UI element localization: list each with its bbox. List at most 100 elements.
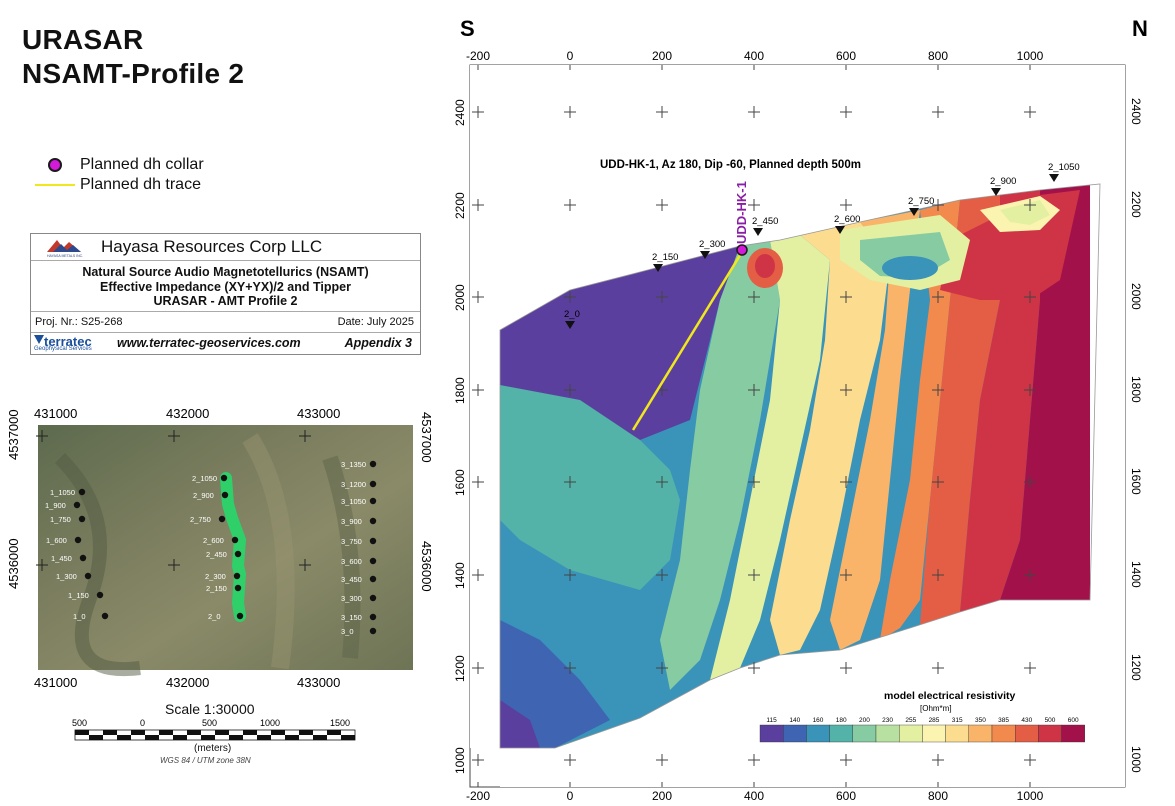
colorbar-swatch xyxy=(1038,724,1062,743)
hole-collar-dot-icon xyxy=(736,244,748,256)
location-map: 431000 432000 433000 431000 432000 433000 45… xyxy=(6,406,434,690)
section-grid-cross xyxy=(1024,476,1036,488)
section-grid-cross xyxy=(472,106,484,118)
map-station: 2_450 xyxy=(206,550,242,559)
title-block: HAYASA METALS INC. Hayasa Resources Corp… xyxy=(30,233,421,355)
colorbar-value: 500 xyxy=(1045,717,1056,724)
legend-item-collar: Planned dh collar xyxy=(30,156,204,174)
section-x-tick-top: 200 xyxy=(652,49,672,63)
section-grid-cross xyxy=(748,384,760,396)
map-station: 1_900 xyxy=(45,501,81,510)
map-station-label: 3_1050 xyxy=(341,497,366,506)
colorbar-value: 315 xyxy=(952,717,963,724)
section-grid-cross xyxy=(472,569,484,581)
section-station: 2_900 xyxy=(990,176,1016,196)
map-station-label: 2_300 xyxy=(205,572,226,581)
scale-block xyxy=(341,735,355,740)
scale-tick-labels: 500 0 500 1000 1500 xyxy=(72,718,350,728)
section-grid-cross xyxy=(840,754,852,766)
section-grid-cross xyxy=(564,754,576,766)
hole-label: UDD-HK-1 xyxy=(734,181,749,244)
legend-label-collar: Planned dh collar xyxy=(80,156,204,173)
legend-label-trace: Planned dh trace xyxy=(80,176,201,193)
section-grid-cross xyxy=(748,662,760,674)
scale-units: (meters) xyxy=(194,743,232,754)
map-station: 1_300 xyxy=(56,572,92,581)
scale-block xyxy=(117,735,131,740)
map-station: 1_600 xyxy=(46,536,82,545)
section-y-tick-right: 2200 xyxy=(1129,191,1143,218)
section-grid-cross xyxy=(656,476,668,488)
colorbar-value: 430 xyxy=(1021,717,1032,724)
map-x-tick-bottom: 432000 xyxy=(166,675,209,690)
section-grid-cross xyxy=(472,384,484,396)
map-station-label: 3_1350 xyxy=(341,460,366,469)
terratec-logo-icon xyxy=(34,335,44,344)
colorbar xyxy=(759,724,1085,743)
map-station: 1_150 xyxy=(68,591,104,600)
section-grid-cross xyxy=(1024,291,1036,303)
section-grid-cross xyxy=(932,476,944,488)
scale-frame xyxy=(74,729,356,741)
colorbar-value: 180 xyxy=(836,717,847,724)
scale-block xyxy=(271,730,285,735)
section-y-tick-left: 2000 xyxy=(453,284,467,311)
colorbar-labels: 115 140 160 180 200 230 255 285 315 350 385 430 500 6… xyxy=(766,717,1079,724)
section-x-tick-bottom: 800 xyxy=(928,789,948,803)
map-station-label: 3_300 xyxy=(341,594,362,603)
section-grid-cross xyxy=(932,291,944,303)
footer-row: terratec Geophysical Services www.terrat… xyxy=(31,333,420,354)
section-y-tick-left: 1000 xyxy=(453,747,467,774)
north-label: N xyxy=(1132,16,1148,41)
terratec-name: terratec xyxy=(44,334,92,349)
colorbar-swatch xyxy=(899,724,923,743)
section-grid-cross xyxy=(564,199,576,211)
section-y-tick-right: 1200 xyxy=(1129,654,1143,681)
scale-block xyxy=(327,730,341,735)
scale-block xyxy=(173,735,187,740)
map-grid-cross xyxy=(168,430,180,442)
map-station-label: 2_450 xyxy=(206,550,227,559)
map-x-tick-top: 432000 xyxy=(166,406,209,421)
section-station-label: 2_300 xyxy=(699,239,725,250)
section-x-tick-top: 800 xyxy=(928,49,948,63)
map-station-label: 3_150 xyxy=(341,613,362,622)
map-station: 2_300 xyxy=(205,572,241,581)
scale-block xyxy=(313,735,327,740)
project-row: Proj. Nr.: S25-268 Date: July 2025 xyxy=(31,313,420,333)
section-x-ticks-top: -200 0 200 400 600 800 1000 xyxy=(466,49,1044,70)
section-grid-cross xyxy=(564,106,576,118)
section-grid-cross xyxy=(1024,199,1036,211)
map-station: 3_0 xyxy=(341,627,377,636)
colorbar-value: 285 xyxy=(929,717,940,724)
section-grid-cross xyxy=(932,199,944,211)
section-x-tick-bottom: 600 xyxy=(836,789,856,803)
section-station-label: 2_900 xyxy=(990,176,1016,187)
map-station-label: 3_600 xyxy=(341,557,362,566)
section-grid-cross xyxy=(840,662,852,674)
map-station-label: 1_1050 xyxy=(50,488,75,497)
colorbar-swatch xyxy=(783,724,807,743)
section-grid-cross xyxy=(656,199,668,211)
section-grid-cross xyxy=(1024,106,1036,118)
scale-tick-label: 500 xyxy=(202,718,217,728)
section-grid-cross xyxy=(656,569,668,581)
section-grid-cross xyxy=(932,662,944,674)
section-grid-cross xyxy=(472,476,484,488)
colorbar-value: 200 xyxy=(859,717,870,724)
section-x-tick-bottom: -200 xyxy=(466,789,490,803)
section-station: 2_600 xyxy=(834,214,860,234)
scale-tick-label: 1000 xyxy=(260,718,280,728)
section-grid-cross xyxy=(748,291,760,303)
page-title-line2: NSAMT-Profile 2 xyxy=(22,58,245,89)
south-label: S xyxy=(460,16,475,41)
map-station: 3_1200 xyxy=(341,480,377,489)
scale-tick-label: 1500 xyxy=(330,718,350,728)
section-y-tick-right: 2400 xyxy=(1129,98,1143,125)
section-grid-cross xyxy=(656,754,668,766)
map-grid-cross xyxy=(36,559,48,571)
section-grid-cross xyxy=(472,199,484,211)
scale-block xyxy=(103,730,117,735)
section-station-label: 2_450 xyxy=(752,216,778,227)
scale-block xyxy=(145,735,159,740)
